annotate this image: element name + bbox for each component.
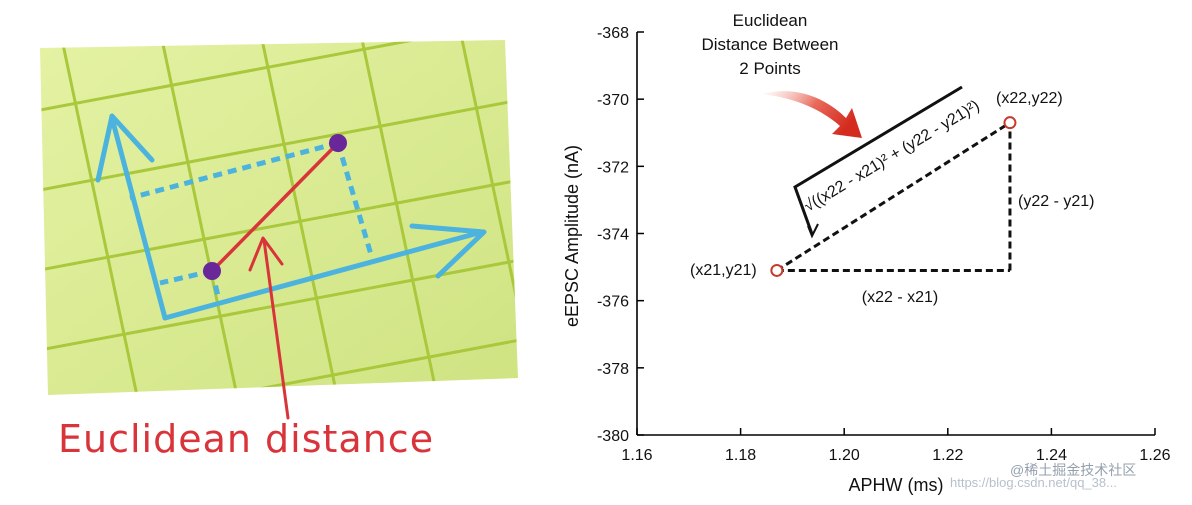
point-2-label: (x22,y22) xyxy=(996,90,1063,107)
watermark-brand: @稀土掘金技术社区 xyxy=(1010,462,1136,478)
axes-arrows xyxy=(95,113,487,321)
point-b xyxy=(329,134,347,152)
annotation-line-3: 2 Points xyxy=(739,59,800,78)
x-tick-label: 1.24 xyxy=(1036,447,1067,464)
illustration-caption: Euclidean distance xyxy=(58,417,434,461)
plot-frame xyxy=(636,32,1155,436)
y-axis-label: eEPSC Amplitude (nA) xyxy=(562,145,582,327)
y-tick-label: -368 xyxy=(597,25,629,42)
y-tick-label: -372 xyxy=(597,159,629,176)
y-axis xyxy=(109,115,168,321)
x-tick-label: 1.26 xyxy=(1139,447,1170,464)
hypotenuse-dashed xyxy=(776,121,1011,272)
radical-tick xyxy=(807,223,819,239)
x-tick-label: 1.18 xyxy=(725,447,756,464)
y-tick-label: -370 xyxy=(597,92,629,109)
chart: 1.16 1.18 1.20 1.22 1.24 1.26 -368 -370 -372 -374… xyxy=(562,11,1171,495)
watermark-url: https://blog.csdn.net/qq_38... xyxy=(950,475,1117,490)
annotation-arrow xyxy=(762,91,862,138)
distance-triangle xyxy=(776,121,1012,272)
data-point-1 xyxy=(770,263,784,277)
annotation-line-2: Distance Between xyxy=(701,35,838,54)
radical-sign xyxy=(793,85,963,235)
x-axis-label: APHW (ms) xyxy=(849,475,944,495)
x-tick-label: 1.22 xyxy=(932,447,963,464)
x-tick-label: 1.16 xyxy=(621,447,652,464)
y-tick-label: -374 xyxy=(597,227,629,244)
point-1-label: (x21,y21) xyxy=(690,262,757,279)
y-axis-arrowhead xyxy=(95,113,155,183)
data-point-2 xyxy=(1003,116,1017,130)
x-tick-label: 1.20 xyxy=(829,447,860,464)
x-axis xyxy=(162,229,485,321)
euclidean-illustration: Euclidean distance xyxy=(40,40,518,461)
x-axis-arrowhead xyxy=(409,223,487,279)
annotation-line-1: Euclidean xyxy=(733,11,808,30)
annotation-title: Euclidean Distance Between 2 Points xyxy=(701,11,838,78)
y-tick-label: -378 xyxy=(597,361,629,378)
data-points xyxy=(770,116,1017,277)
axis-ticks: 1.16 1.18 1.20 1.22 1.24 1.26 -368 -370 -372 -374… xyxy=(597,25,1171,464)
dx-label: (x22 - x21) xyxy=(862,289,938,306)
point-a xyxy=(203,262,221,280)
y-tick-label: -376 xyxy=(597,294,629,311)
distance-line xyxy=(210,141,340,273)
dy-label: (y22 - y21) xyxy=(1018,193,1094,210)
y-tick-label: -380 xyxy=(597,428,629,445)
pointer-arrow xyxy=(248,236,290,420)
